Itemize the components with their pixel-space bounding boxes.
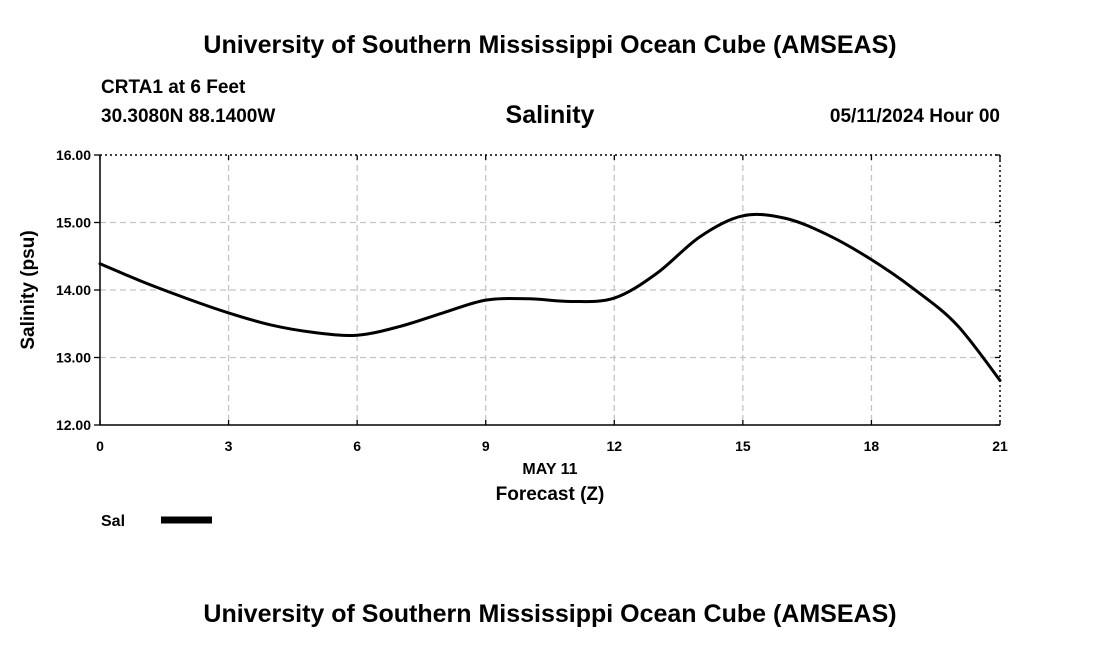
salinity-chart: 0 3 6 9 12 15 18 21 12.00 13.00 14.00 15.00 16.00 MA… bbox=[18, 147, 1008, 530]
series-line-sal bbox=[98, 212, 1002, 382]
x-tick-label: 12 bbox=[606, 438, 622, 454]
x-tick-label: 15 bbox=[735, 438, 751, 454]
y-tick-label: 15.00 bbox=[56, 215, 91, 231]
x-tick-label: 6 bbox=[353, 438, 361, 454]
page-title: University of Southern Mississippi Ocean… bbox=[203, 31, 897, 59]
x-tick-label: 9 bbox=[482, 438, 490, 454]
grid bbox=[100, 155, 1000, 425]
legend-label: Sal bbox=[101, 513, 125, 530]
x-tick-label: 3 bbox=[225, 438, 233, 454]
x-axis-date-label: MAY 11 bbox=[522, 461, 577, 478]
axes: 0 3 6 9 12 15 18 21 12.00 13.00 14.00 15.00 16.00 bbox=[56, 147, 1008, 454]
station-coordinates: 30.3080N 88.1400W bbox=[101, 106, 276, 127]
chart-title: Salinity bbox=[505, 101, 595, 129]
series-layer bbox=[98, 212, 1002, 382]
y-tick-label: 12.00 bbox=[56, 417, 91, 433]
x-tick-label: 21 bbox=[992, 438, 1008, 454]
legend: Sal bbox=[101, 513, 212, 530]
x-axis-label: Forecast (Z) bbox=[496, 484, 605, 505]
y-tick-label: 13.00 bbox=[56, 350, 91, 366]
footer-title: University of Southern Mississippi Ocean… bbox=[203, 600, 897, 628]
y-tick-label: 16.00 bbox=[56, 147, 91, 163]
forecast-datetime: 05/11/2024 Hour 00 bbox=[829, 106, 1000, 127]
y-tick-label: 14.00 bbox=[56, 282, 91, 298]
x-tick-label: 0 bbox=[96, 438, 104, 454]
station-label: CRTA1 at 6 Feet bbox=[101, 77, 246, 98]
y-axis-label: Salinity (psu) bbox=[18, 230, 39, 349]
x-tick-label: 18 bbox=[864, 438, 880, 454]
